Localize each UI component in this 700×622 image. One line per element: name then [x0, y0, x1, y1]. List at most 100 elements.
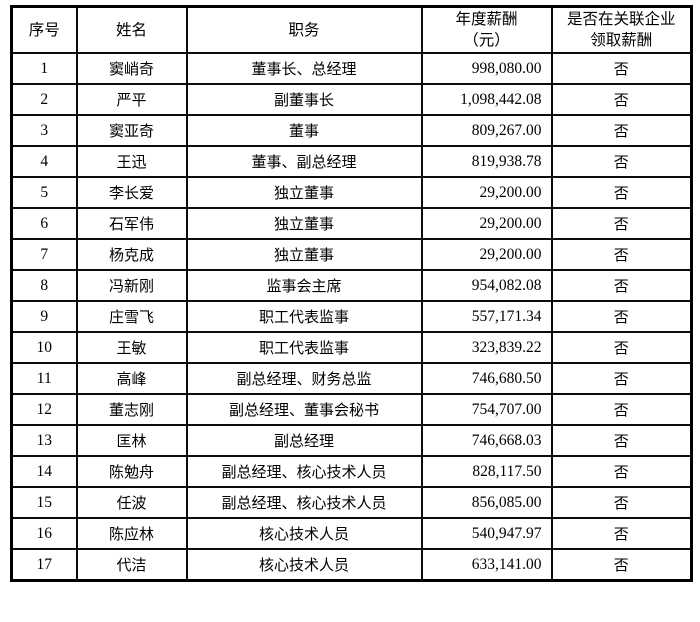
cell-salary: 323,839.22	[420, 331, 553, 364]
table-row: 9 庄雪飞 职工代表监事 557,171.34 否	[10, 300, 693, 333]
cell-index: 16	[10, 517, 78, 550]
col-header-name-label: 姓名	[115, 21, 147, 39]
cell-related: 否	[550, 548, 693, 582]
cell-salary: 29,200.00	[420, 238, 553, 271]
col-header-salary: 年度薪酬 （元）	[420, 5, 553, 54]
cell-index: 6	[10, 207, 78, 240]
cell-index: 10	[10, 331, 78, 364]
cell-index: 11	[10, 362, 78, 395]
cell-index: 12	[10, 393, 78, 426]
table-row: 12 董志刚 副总经理、董事会秘书 754,707.00 否	[10, 393, 693, 426]
cell-salary: 809,267.00	[420, 114, 553, 147]
cell-name: 匡林	[75, 424, 188, 457]
cell-name: 陈勉舟	[75, 455, 188, 488]
cell-salary: 557,171.34	[420, 300, 553, 333]
cell-index: 4	[10, 145, 78, 178]
salary-table-container: 序号 姓名 职务 年度薪酬 （元） 是否在关联企业 领取薪酬	[10, 5, 693, 582]
col-header-index-label: 序号	[28, 21, 60, 39]
cell-related: 否	[550, 207, 693, 240]
cell-name: 王迅	[75, 145, 188, 178]
cell-related: 否	[550, 362, 693, 395]
cell-index: 2	[10, 83, 78, 116]
cell-salary: 754,707.00	[420, 393, 553, 426]
cell-title: 副董事长	[185, 83, 423, 116]
cell-related: 否	[550, 424, 693, 457]
cell-title: 职工代表监事	[185, 331, 423, 364]
col-header-title: 职务	[185, 5, 423, 54]
cell-index: 15	[10, 486, 78, 519]
cell-name: 严平	[75, 83, 188, 116]
table-row: 16 陈应林 核心技术人员 540,947.97 否	[10, 517, 693, 550]
col-header-index: 序号	[10, 5, 78, 54]
cell-related: 否	[550, 238, 693, 271]
table-row: 7 杨克成 独立董事 29,200.00 否	[10, 238, 693, 271]
cell-name: 石军伟	[75, 207, 188, 240]
cell-index: 5	[10, 176, 78, 209]
cell-name: 庄雪飞	[75, 300, 188, 333]
cell-index: 7	[10, 238, 78, 271]
cell-title: 独立董事	[185, 207, 423, 240]
cell-related: 否	[550, 517, 693, 550]
col-header-related: 是否在关联企业 领取薪酬	[550, 5, 693, 54]
cell-title: 董事长、总经理	[185, 52, 423, 85]
cell-related: 否	[550, 300, 693, 333]
cell-name: 窦亚奇	[75, 114, 188, 147]
cell-index: 9	[10, 300, 78, 333]
executive-salary-table: 序号 姓名 职务 年度薪酬 （元） 是否在关联企业 领取薪酬	[10, 5, 693, 582]
cell-title: 独立董事	[185, 176, 423, 209]
cell-salary: 1,098,442.08	[420, 83, 553, 116]
cell-name: 杨克成	[75, 238, 188, 271]
cell-salary: 954,082.08	[420, 269, 553, 302]
cell-name: 代洁	[75, 548, 188, 582]
cell-salary: 856,085.00	[420, 486, 553, 519]
cell-title: 董事	[185, 114, 423, 147]
col-header-salary-line2: （元）	[463, 32, 510, 49]
table-row: 6 石军伟 独立董事 29,200.00 否	[10, 207, 693, 240]
cell-index: 1	[10, 52, 78, 85]
table-row: 10 王敏 职工代表监事 323,839.22 否	[10, 331, 693, 364]
cell-salary: 29,200.00	[420, 207, 553, 240]
cell-title: 副总经理、核心技术人员	[185, 455, 423, 488]
cell-related: 否	[550, 52, 693, 85]
cell-title: 职工代表监事	[185, 300, 423, 333]
cell-name: 王敏	[75, 331, 188, 364]
cell-name: 高峰	[75, 362, 188, 395]
cell-salary: 819,938.78	[420, 145, 553, 178]
cell-related: 否	[550, 455, 693, 488]
cell-name: 李长爱	[75, 176, 188, 209]
table-row: 11 高峰 副总经理、财务总监 746,680.50 否	[10, 362, 693, 395]
cell-salary: 633,141.00	[420, 548, 553, 582]
table-row: 8 冯新刚 监事会主席 954,082.08 否	[10, 269, 693, 302]
cell-index: 17	[10, 548, 78, 582]
col-header-related-line1: 是否在关联企业	[566, 11, 676, 28]
cell-salary: 746,680.50	[420, 362, 553, 395]
table-row: 2 严平 副董事长 1,098,442.08 否	[10, 83, 693, 116]
col-header-related-line2: 领取薪酬	[590, 32, 653, 49]
cell-related: 否	[550, 176, 693, 209]
cell-title: 核心技术人员	[185, 517, 423, 550]
cell-salary: 998,080.00	[420, 52, 553, 85]
cell-related: 否	[550, 269, 693, 302]
cell-title: 独立董事	[185, 238, 423, 271]
cell-title: 副总经理	[185, 424, 423, 457]
table-row: 4 王迅 董事、副总经理 819,938.78 否	[10, 145, 693, 178]
cell-salary: 746,668.03	[420, 424, 553, 457]
cell-related: 否	[550, 393, 693, 426]
cell-name: 任波	[75, 486, 188, 519]
cell-title: 副总经理、财务总监	[185, 362, 423, 395]
cell-name: 窦峭奇	[75, 52, 188, 85]
cell-name: 陈应林	[75, 517, 188, 550]
cell-title: 副总经理、核心技术人员	[185, 486, 423, 519]
cell-title: 副总经理、董事会秘书	[185, 393, 423, 426]
cell-salary: 29,200.00	[420, 176, 553, 209]
cell-related: 否	[550, 114, 693, 147]
cell-index: 13	[10, 424, 78, 457]
cell-title: 监事会主席	[185, 269, 423, 302]
cell-related: 否	[550, 145, 693, 178]
cell-salary: 828,117.50	[420, 455, 553, 488]
table-row: 17 代洁 核心技术人员 633,141.00 否	[10, 548, 693, 582]
col-header-title-label: 职务	[288, 21, 320, 39]
cell-name: 董志刚	[75, 393, 188, 426]
cell-title: 核心技术人员	[185, 548, 423, 582]
